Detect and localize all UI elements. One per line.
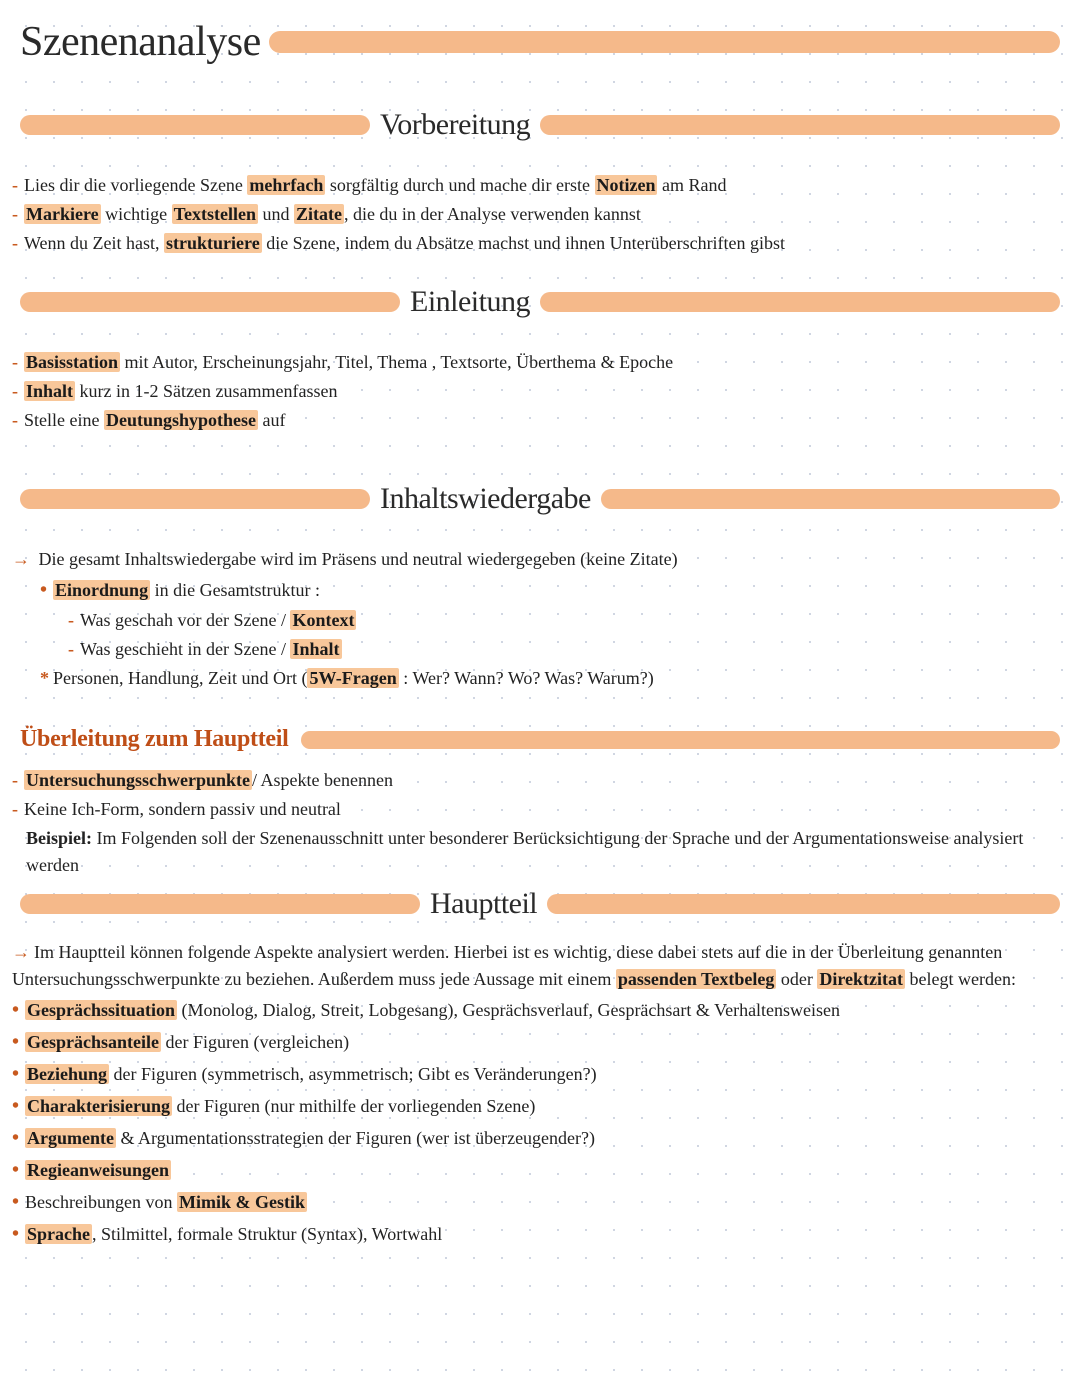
dot-icon: • bbox=[12, 1127, 19, 1149]
accent-bar-right bbox=[301, 731, 1061, 749]
section-header-einleitung: Einleitung bbox=[20, 285, 1060, 319]
list-item: -Markiere wichtige Textstellen und Zitat… bbox=[12, 201, 1060, 228]
dot-icon: • bbox=[12, 1095, 19, 1117]
list-item: -Basisstation mit Autor, Erscheinungsjah… bbox=[12, 349, 1060, 376]
content-vorbereitung: -Lies dir die vorliegende Szene mehrfach… bbox=[12, 172, 1060, 257]
list-item: •Beschreibungen von Mimik & Gestik bbox=[12, 1187, 1060, 1217]
section-label: Einleitung bbox=[410, 285, 530, 319]
section-label: Inhaltswiedergabe bbox=[380, 482, 591, 516]
list-item: •Argumente & Argumentationsstrategien de… bbox=[12, 1123, 1060, 1153]
sub-header-label: Überleitung zum Hauptteil bbox=[20, 726, 289, 753]
list-item: -Inhalt kurz in 1-2 Sätzen zusammenfasse… bbox=[12, 378, 1060, 405]
dot-icon: • bbox=[12, 1191, 19, 1213]
accent-bar-left bbox=[20, 292, 400, 312]
accent-bar-left bbox=[20, 894, 420, 914]
content-hauptteil: →Im Hauptteil können folgende Aspekte an… bbox=[12, 939, 1060, 1249]
dot-icon: • bbox=[12, 1159, 19, 1181]
list-item: •Sprache, Stilmittel, formale Struktur (… bbox=[12, 1219, 1060, 1249]
dot-icon: • bbox=[12, 999, 19, 1021]
list-item: -Stelle eine Deutungshypothese auf bbox=[12, 407, 1060, 434]
accent-bar-right bbox=[540, 115, 1060, 135]
accent-bar-right bbox=[547, 894, 1060, 914]
content-einleitung: -Basisstation mit Autor, Erscheinungsjah… bbox=[12, 349, 1060, 434]
list-item: *Personen, Handlung, Zeit und Ort (5W-Fr… bbox=[12, 665, 1060, 692]
content-ueberleitung: -Untersuchungsschwerpunkte/ Aspekte bene… bbox=[12, 767, 1060, 879]
section-header-inhaltswiedergabe: Inhaltswiedergabe bbox=[20, 482, 1060, 516]
dot-icon: • bbox=[40, 579, 47, 601]
example-text: Beispiel: Im Folgenden soll der Szenenau… bbox=[12, 825, 1060, 879]
intro-text: →Im Hauptteil können folgende Aspekte an… bbox=[12, 939, 1060, 993]
accent-bar-right bbox=[540, 292, 1060, 312]
dash-icon: - bbox=[68, 639, 74, 659]
page-title-row: Szenenanalyse bbox=[20, 18, 1060, 66]
section-header-hauptteil: Hauptteil bbox=[20, 887, 1060, 921]
sub-section-header-ueberleitung: Überleitung zum Hauptteil bbox=[20, 726, 1060, 753]
list-item: •Beziehung der Figuren (symmetrisch, asy… bbox=[12, 1059, 1060, 1089]
dash-icon: - bbox=[12, 233, 18, 253]
dash-icon: - bbox=[12, 799, 18, 819]
arrow-icon: → bbox=[12, 549, 30, 569]
list-item: -Lies dir die vorliegende Szene mehrfach… bbox=[12, 172, 1060, 199]
content-inhaltswiedergabe: → Die gesamt Inhaltswiedergabe wird im P… bbox=[12, 546, 1060, 692]
list-item: -Keine Ich-Form, sondern passiv und neut… bbox=[12, 796, 1060, 823]
list-item: -Was geschieht in der Szene / Inhalt bbox=[12, 636, 1060, 663]
list-item: -Untersuchungsschwerpunkte/ Aspekte bene… bbox=[12, 767, 1060, 794]
section-header-vorbereitung: Vorbereitung bbox=[20, 108, 1060, 142]
list-item: -Wenn du Zeit hast, strukturiere die Sze… bbox=[12, 230, 1060, 257]
title-accent-bar bbox=[269, 31, 1060, 53]
list-item: •Gesprächssituation (Monolog, Dialog, St… bbox=[12, 995, 1060, 1025]
dash-icon: - bbox=[12, 204, 18, 224]
list-item: •Einordnung in die Gesamtstruktur : bbox=[12, 575, 1060, 605]
dot-icon: • bbox=[12, 1223, 19, 1245]
section-label: Vorbereitung bbox=[380, 108, 530, 142]
dot-icon: • bbox=[12, 1031, 19, 1053]
list-item: •Regieanweisungen bbox=[12, 1155, 1060, 1185]
dot-icon: • bbox=[12, 1063, 19, 1085]
accent-bar-left bbox=[20, 115, 370, 135]
accent-bar-left bbox=[20, 489, 370, 509]
list-item: •Charakterisierung der Figuren (nur mith… bbox=[12, 1091, 1060, 1121]
page-title: Szenenanalyse bbox=[20, 18, 261, 66]
dash-icon: - bbox=[12, 770, 18, 790]
list-item: •Gesprächsanteile der Figuren (vergleich… bbox=[12, 1027, 1060, 1057]
dash-icon: - bbox=[12, 410, 18, 430]
list-item: -Was geschah vor der Szene / Kontext bbox=[12, 607, 1060, 634]
section-label: Hauptteil bbox=[430, 887, 537, 921]
list-item: → Die gesamt Inhaltswiedergabe wird im P… bbox=[12, 546, 1060, 573]
dash-icon: - bbox=[12, 175, 18, 195]
dash-icon: - bbox=[68, 610, 74, 630]
star-icon: * bbox=[40, 668, 49, 688]
dash-icon: - bbox=[12, 352, 18, 372]
arrow-icon: → bbox=[12, 942, 30, 962]
dash-icon: - bbox=[12, 381, 18, 401]
accent-bar-right bbox=[601, 489, 1060, 509]
